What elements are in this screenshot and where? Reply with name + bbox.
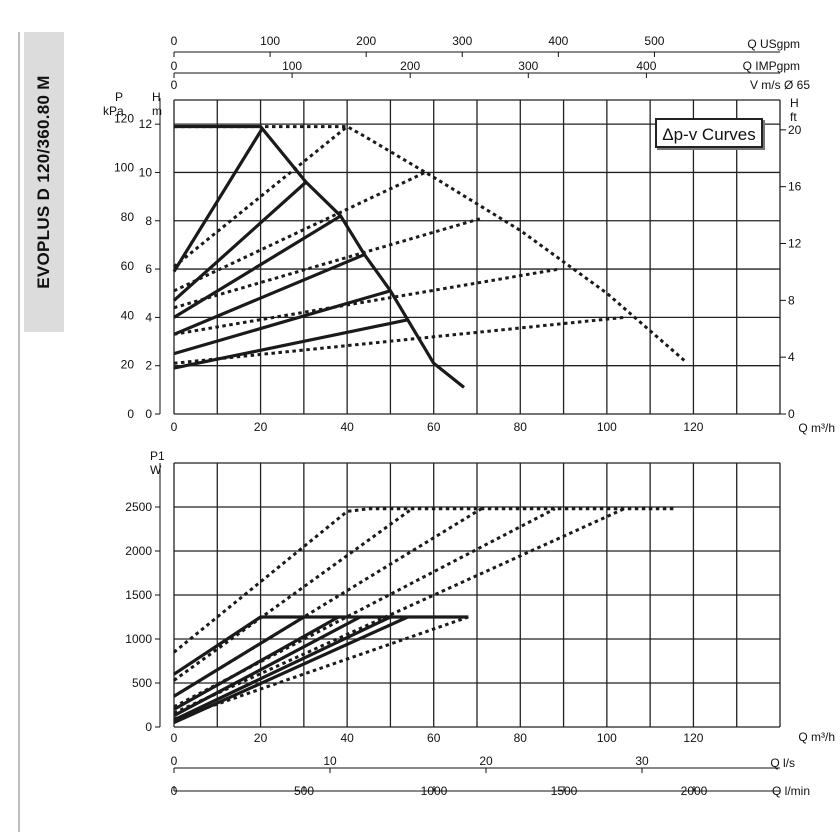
head-ft-tick-label: 20 [788, 123, 802, 137]
head-x-tick-label: 60 [427, 420, 441, 434]
lmin-axis-label: Q l/min [772, 784, 810, 798]
head-chart-ticks: 0 20 40 60 80 100 1200246810120204060801001200… [114, 34, 802, 434]
power-x-tick-label: 20 [254, 731, 268, 745]
impgpm-axis-label: Q IMPgpm [743, 59, 800, 73]
power-chart-grid [173, 462, 781, 728]
head-curve-solid [172, 126, 265, 273]
power-y-tick-label: 2500 [125, 500, 152, 514]
head-kpa-tick-label: 120 [114, 111, 134, 125]
head-kpa-tick-label: 100 [114, 161, 134, 175]
head-x-tick-label: 0 [171, 420, 178, 434]
head-curve-dashed [173, 267, 560, 336]
head-chart-series [172, 124, 686, 389]
head-kpa-tick-label: 80 [121, 210, 135, 224]
usgpm-tick-label: 0 [171, 34, 178, 48]
sidebar-panel [24, 32, 64, 332]
power-chart-ticks: 0 500 1000 1500 2000 2500 0 20 40 60 80 100 120 0 10 20… [125, 463, 708, 798]
head-chart: 0 20 40 60 80 100 1200246810120204060801001200… [103, 34, 835, 435]
ls-tick-label: 0 [171, 754, 178, 768]
head-curve-solid [174, 124, 466, 389]
power-y-tick-label: 1500 [125, 588, 152, 602]
head-kpa-tick-label: 0 [127, 407, 134, 421]
usgpm-axis-label: Q USgpm [747, 37, 800, 51]
power-curve-dashed [173, 615, 469, 721]
usgpm-tick-label: 300 [452, 34, 472, 48]
head-ft-tick-label: 12 [788, 236, 802, 250]
power-curve-dashed [173, 507, 677, 654]
head-x-tick-label: 20 [254, 420, 268, 434]
head-curve-solid [173, 253, 366, 336]
head-m-tick-label: 12 [139, 117, 153, 131]
head-kpa-tick-label: 60 [121, 259, 135, 273]
head-chart-xlabel: Q m³/h [798, 421, 835, 435]
power-unit-label: P1 W [150, 449, 165, 477]
head-m-tick-label: 0 [145, 407, 152, 421]
head-curve-dashed [173, 216, 482, 310]
power-x-tick-label: 100 [597, 731, 617, 745]
impgpm-tick-label: 400 [636, 59, 656, 73]
power-x-tick-label: 80 [514, 731, 528, 745]
power-curve-dashed [173, 507, 556, 709]
head-curve-solid [173, 318, 409, 370]
head-x-tick-label: 100 [597, 420, 617, 434]
head-m-tick-label: 8 [145, 214, 152, 228]
head-ft-tick-label: 8 [788, 293, 795, 307]
head-x-tick-label: 120 [683, 420, 703, 434]
power-y-tick-label: 1000 [125, 632, 152, 646]
power-x-tick-label: 60 [427, 731, 441, 745]
velocity-axis-label: V m/s Ø 65 [750, 78, 810, 92]
head-m-tick-label: 10 [139, 165, 153, 179]
impgpm-tick-label: 100 [282, 59, 302, 73]
impgpm-tick-label: 0 [171, 59, 178, 73]
usgpm-tick-label: 200 [356, 34, 376, 48]
power-curve-solid [173, 615, 262, 676]
usgpm-tick-label: 400 [548, 34, 568, 48]
head-m-tick-label: 2 [145, 359, 152, 373]
dp-v-curves-legend: Δp-v Curves [655, 118, 763, 148]
impgpm-tick-label: 300 [518, 59, 538, 73]
head-m-tick-label: 4 [145, 310, 152, 324]
usgpm-tick-label: 100 [260, 34, 280, 48]
power-y-tick-label: 500 [132, 676, 152, 690]
velocity-tick-label: 0 [171, 78, 178, 92]
power-curve-solid [173, 615, 409, 725]
head-curve-dashed [173, 171, 426, 293]
head-curve-dashed [173, 315, 625, 365]
power-chart-xlabel: Q m³/h [798, 730, 835, 744]
ls-tick-label: 10 [323, 754, 337, 768]
head-curve-dashed [174, 125, 686, 362]
head-ft-tick-label: 0 [788, 407, 795, 421]
head-curve-solid [173, 289, 391, 356]
head-x-tick-label: 80 [514, 420, 528, 434]
ls-axis-label: Q l/s [770, 756, 795, 770]
power-y-tick-label: 0 [145, 720, 152, 734]
head-x-tick-label: 40 [340, 420, 354, 434]
head-ft-tick-label: 4 [788, 350, 795, 364]
impgpm-tick-label: 200 [400, 59, 420, 73]
power-x-tick-label: 120 [683, 731, 703, 745]
power-curve-dashed [173, 507, 625, 715]
power-y-tick-label: 2000 [125, 544, 152, 558]
power-x-tick-label: 0 [171, 731, 178, 745]
power-chart: 0 500 1000 1500 2000 2500 0 20 40 60 80 100 120 0 10 20… [125, 449, 835, 798]
head-m-tick-label: 6 [145, 262, 152, 276]
ls-tick-label: 30 [635, 754, 649, 768]
ls-tick-label: 20 [479, 754, 493, 768]
head-kpa-tick-label: 40 [121, 308, 135, 322]
head-curve-dashed [173, 125, 349, 268]
power-x-tick-label: 40 [340, 731, 354, 745]
head-kpa-tick-label: 20 [121, 358, 135, 372]
sidebar-line [18, 32, 20, 832]
power-curve-solid [173, 615, 392, 722]
usgpm-tick-label: 500 [644, 34, 664, 48]
power-curve-solid [173, 615, 361, 717]
power-chart-series [173, 507, 677, 725]
head-ft-tick-label: 16 [788, 180, 802, 194]
